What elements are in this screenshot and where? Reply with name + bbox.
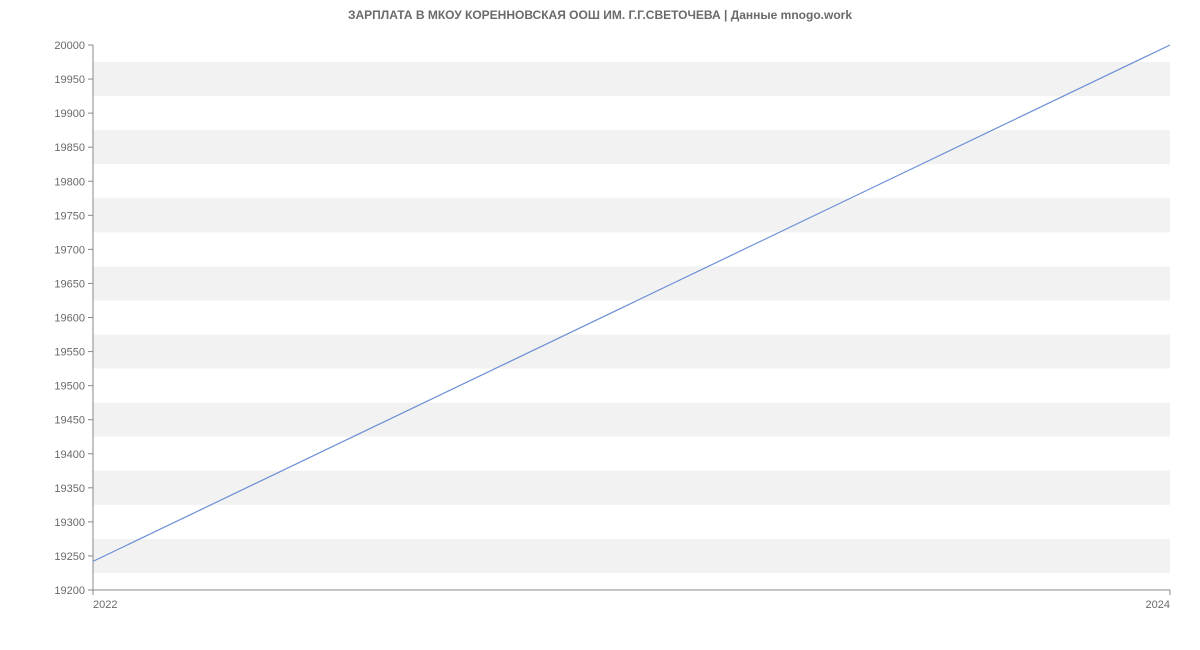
y-tick-label: 19250 [54,551,85,563]
y-tick-label: 19950 [54,74,85,86]
y-tick-label: 19750 [54,210,85,222]
y-tick-label: 20000 [54,40,85,52]
salary-line-chart: ЗАРПЛАТА В МКОУ КОРЕННОВСКАЯ ООШ ИМ. Г.Г… [0,0,1200,650]
y-tick-label: 19200 [54,585,85,597]
y-tick-label: 19450 [54,415,85,427]
y-tick-label: 19650 [54,278,85,290]
y-tick-label: 19600 [54,313,85,325]
x-tick-label: 2022 [93,599,117,611]
y-tick-label: 19500 [54,381,85,393]
chart-svg: 19200 19250 19300 19350 19400 19450 19500 19550… [0,0,1200,650]
y-tick-label: 19900 [54,108,85,120]
y-tick-label: 19800 [54,176,85,188]
x-tick-label: 2024 [1146,599,1170,611]
y-tick-label: 19400 [54,449,85,461]
y-tick-label: 19550 [54,347,85,359]
y-tick-label: 19700 [54,244,85,256]
y-tick-label: 19300 [54,517,85,529]
y-tick-label: 19350 [54,483,85,495]
y-tick-label: 19850 [54,142,85,154]
